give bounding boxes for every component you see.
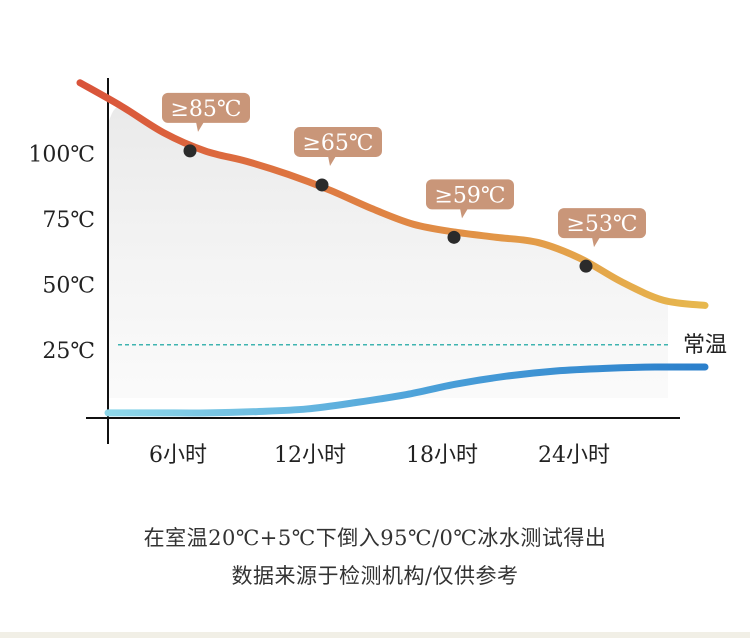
y-tick-label: 75℃ [42, 208, 95, 233]
callout-pointer [460, 208, 468, 219]
callout-bubble [162, 92, 250, 123]
callout-label: ≥85℃ [170, 97, 241, 122]
cold-water-line [104, 363, 709, 417]
room-temp-label: 常温 [683, 333, 727, 358]
hot-water-line [76, 79, 709, 309]
test-condition-note: 在室温20℃+5℃下倒入95℃/0℃冰水测试得出 [143, 526, 607, 550]
callout-bubble [558, 208, 646, 239]
x-tick-label: 6小时 [149, 443, 207, 468]
callout-bubble [426, 179, 514, 210]
bottom-band [0, 632, 750, 638]
data-source-note: 数据来源于检测机构/仅供参考 [231, 564, 519, 588]
shaded-area [108, 106, 669, 398]
callout-label: ≥65℃ [302, 131, 373, 156]
data-point [183, 144, 197, 158]
data-point [315, 178, 329, 192]
y-tick-label: 100℃ [28, 143, 95, 168]
temperature-chart: 常温 ≥85℃ ≥65℃ ≥59℃ ≥53℃ 100℃ 75℃ 50℃ 25℃ 6小时 12小时… [28, 78, 727, 468]
data-point [579, 259, 593, 273]
x-tick-label: 24小时 [538, 443, 610, 468]
callout-bubble [294, 126, 382, 157]
callout-label: ≥59℃ [434, 183, 505, 208]
callout-pointer [592, 237, 600, 248]
data-point [447, 230, 461, 244]
y-tick-label: 25℃ [42, 339, 95, 364]
x-tick-label: 18小时 [406, 443, 478, 468]
callout-label: ≥53℃ [566, 212, 637, 237]
callout-pointer [196, 121, 204, 132]
callout-pointer [328, 155, 336, 166]
x-tick-label: 12小时 [274, 443, 346, 468]
y-tick-label: 50℃ [42, 274, 95, 299]
